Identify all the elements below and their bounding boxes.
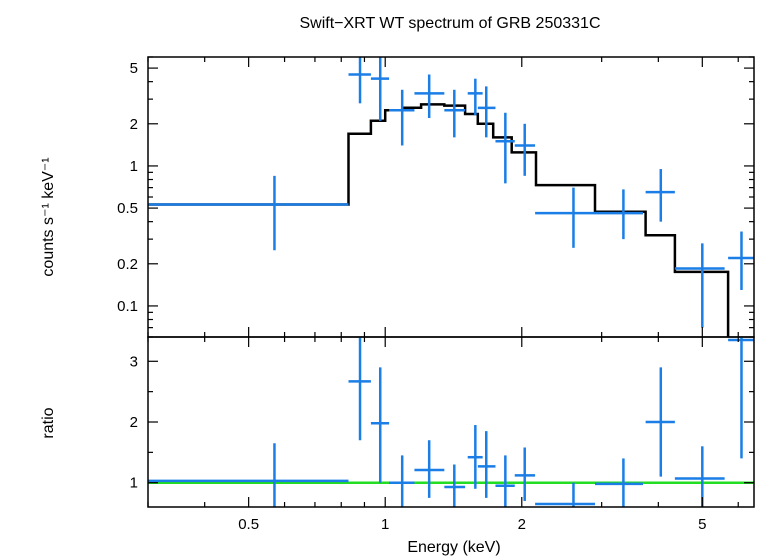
data-point bbox=[674, 243, 725, 328]
data-point bbox=[594, 189, 643, 240]
data-point bbox=[444, 89, 466, 138]
y-tick-label: 0.5 bbox=[117, 200, 138, 217]
y-tick-label: 1 bbox=[130, 158, 138, 175]
y-tick-label: 5 bbox=[130, 60, 138, 77]
y-tick-label: 3 bbox=[130, 353, 138, 370]
data-point bbox=[389, 89, 415, 146]
x-tick-label: 2 bbox=[518, 516, 526, 533]
data-point bbox=[370, 57, 390, 121]
data-point bbox=[645, 169, 675, 222]
data-point bbox=[728, 231, 754, 290]
data-point bbox=[467, 425, 483, 489]
panel-frame bbox=[147, 56, 755, 338]
data-point bbox=[645, 367, 675, 477]
top-panel-spectrum: 0.1 0.2 0.5 1 2 5 bbox=[117, 56, 755, 338]
data-point bbox=[414, 74, 445, 119]
y-tick-label: 2 bbox=[130, 116, 138, 133]
bottom-y-axis-label: ratio bbox=[40, 407, 57, 438]
data-point bbox=[148, 175, 349, 251]
data-point bbox=[495, 455, 515, 507]
y-tick-label: 1 bbox=[130, 475, 138, 492]
y-tick-label: 0.2 bbox=[117, 256, 138, 273]
data-point bbox=[728, 337, 754, 459]
data-point bbox=[535, 482, 595, 507]
data-point bbox=[444, 464, 466, 507]
plot-area bbox=[148, 57, 754, 337]
data-point bbox=[477, 86, 496, 138]
data-point bbox=[148, 443, 349, 507]
plot-area bbox=[148, 337, 754, 507]
data-point bbox=[495, 112, 515, 184]
data-point bbox=[514, 447, 536, 501]
y-tick-label: 0.1 bbox=[117, 298, 138, 315]
x-tick-label: 1 bbox=[381, 516, 389, 533]
x-tick-label: 5 bbox=[698, 516, 706, 533]
data-point bbox=[467, 78, 483, 116]
data-point bbox=[477, 431, 496, 498]
data-point bbox=[514, 123, 536, 176]
data-point bbox=[535, 187, 595, 248]
data-point bbox=[674, 446, 725, 507]
data-point bbox=[348, 337, 371, 441]
data-point bbox=[414, 440, 445, 498]
model-step-line bbox=[148, 103, 730, 337]
data-point bbox=[348, 57, 371, 104]
data-point bbox=[370, 367, 390, 483]
data-point bbox=[594, 458, 643, 507]
top-y-axis-label: counts s⁻¹ keV⁻¹ bbox=[40, 157, 57, 276]
data-point bbox=[389, 455, 415, 507]
bottom-panel-ratio: 1 2 3 0.5 1 2 5 bbox=[130, 336, 755, 533]
y-tick-label: 2 bbox=[130, 414, 138, 431]
x-axis-label: Energy (keV) bbox=[407, 539, 500, 556]
chart-title: Swift−XRT WT spectrum of GRB 250331C bbox=[299, 15, 600, 32]
x-tick-label: 0.5 bbox=[238, 516, 259, 533]
